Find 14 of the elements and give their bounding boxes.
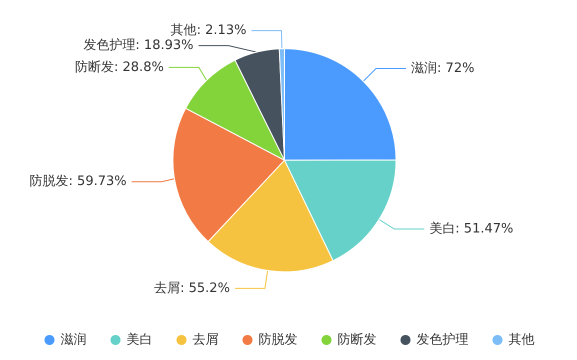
data-label: 美白: 51.47% [429, 220, 514, 236]
data-label: 防断发: 28.8% [75, 60, 164, 75]
legend-label: 防断发 [338, 332, 376, 348]
legend-label: 美白 [126, 332, 152, 348]
legend-label: 发色护理 [416, 332, 468, 348]
legend-label: 其他 [508, 332, 534, 348]
data-label: 防脱发: 59.73% [30, 174, 127, 190]
legend-label: 去屑 [192, 332, 218, 348]
data-label: 去屑: 55.2% [154, 280, 230, 296]
data-label: 发色护理: 18.93% [83, 38, 194, 54]
data-label: 其他: 2.13% [170, 23, 246, 38]
legend-label: 滋润 [60, 332, 86, 348]
legend-label: 防脱发 [258, 332, 298, 348]
data-label: 滋润: 72% [411, 60, 474, 76]
